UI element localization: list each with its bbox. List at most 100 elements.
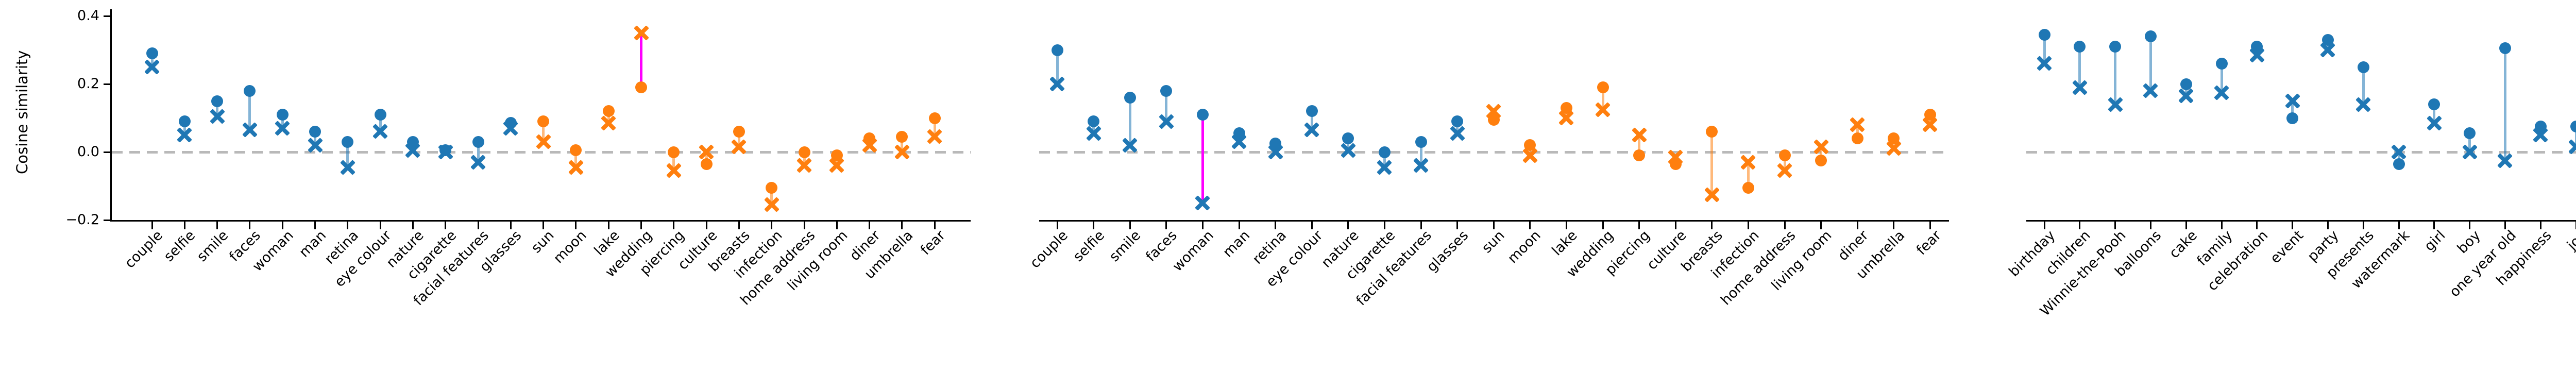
data-point-x — [2496, 152, 2514, 170]
data-point-x — [1885, 140, 1903, 157]
stem-line — [607, 111, 610, 123]
data-point-dot — [1597, 81, 1609, 94]
y-tick — [104, 83, 110, 85]
data-point-x — [2390, 143, 2408, 161]
data-point-dot — [2499, 42, 2511, 55]
data-point-x — [209, 108, 226, 125]
x-tick — [1493, 222, 1495, 229]
stem-line — [1638, 135, 1641, 156]
x-tick — [869, 222, 871, 229]
x-tick — [803, 222, 805, 229]
data-point-dot — [2464, 127, 2476, 140]
data-point-dot — [1196, 108, 1209, 121]
data-point-x — [1376, 159, 1393, 176]
y-tick-label: 0.2 — [77, 76, 99, 92]
data-point-dot — [309, 125, 321, 138]
stem-line — [705, 152, 708, 164]
stem-line — [1419, 142, 1422, 166]
x-tick — [2433, 222, 2435, 229]
x-tick — [1638, 222, 1640, 229]
data-point-x — [1048, 75, 1066, 93]
x-tick — [281, 222, 283, 229]
x-tick-label: sun — [1479, 227, 1508, 257]
data-point-x — [143, 58, 161, 76]
stem-line — [379, 114, 382, 132]
data-point-dot — [1706, 125, 1718, 138]
x-tick — [2504, 222, 2506, 229]
y-tick — [104, 151, 110, 153]
data-point-dot — [668, 146, 680, 158]
data-point-dot — [146, 47, 158, 60]
data-point-x — [2284, 92, 2301, 110]
data-point-x — [1340, 142, 1357, 159]
data-point-x — [1194, 194, 1211, 212]
x-tick — [1347, 222, 1349, 229]
x-tick — [901, 222, 903, 229]
stem-line — [1383, 152, 1386, 167]
x-tick — [249, 222, 251, 229]
x-tick — [1674, 222, 1676, 229]
zero-dashed-line — [112, 151, 971, 154]
data-point-dot — [635, 81, 647, 94]
stem-line — [574, 150, 578, 167]
x-tick — [1275, 222, 1277, 229]
x-tick — [445, 222, 447, 229]
x-tick-label: fear — [918, 227, 949, 259]
data-point-dot — [211, 95, 224, 107]
x-tick — [477, 222, 479, 229]
data-point-x — [1703, 186, 1721, 204]
y-axis-line — [110, 9, 112, 222]
data-point-x — [1921, 116, 1939, 133]
data-point-x — [1449, 125, 1466, 142]
x-tick — [2256, 222, 2258, 229]
data-point-dot — [700, 158, 713, 170]
stem-line — [2184, 84, 2188, 96]
stem-line — [477, 142, 480, 162]
data-point-x — [600, 114, 617, 132]
x-tick — [771, 222, 773, 229]
stem-line — [1820, 147, 1823, 161]
x-tick-label: smile — [193, 227, 231, 265]
x-tick — [1529, 222, 1531, 229]
data-point-dot — [342, 136, 354, 148]
x-tick — [607, 222, 609, 229]
x-tick — [2539, 222, 2541, 229]
data-point-x — [1776, 162, 1793, 179]
zero-dashed-line — [2026, 151, 2576, 154]
stem-line — [901, 137, 904, 152]
stem-line — [1856, 125, 1859, 139]
x-tick-label: joy — [2564, 227, 2576, 254]
data-point-dot — [2286, 112, 2299, 124]
data-point-x — [2248, 46, 2266, 64]
x-tick — [1565, 222, 1567, 229]
data-point-dot — [537, 115, 550, 128]
data-point-dot — [2215, 57, 2228, 70]
data-point-x — [2532, 126, 2549, 144]
x-tick — [183, 222, 185, 229]
data-point-x — [404, 142, 421, 159]
stem-line — [1456, 121, 1459, 133]
data-point-dot — [1088, 115, 1100, 128]
data-point-x — [339, 159, 357, 176]
data-point-x — [371, 123, 389, 140]
x-tick — [1856, 222, 1858, 229]
data-point-dot — [1306, 105, 1318, 117]
x-tick — [412, 222, 414, 229]
data-point-x — [1303, 121, 1320, 139]
data-point-dot — [2180, 78, 2192, 90]
data-point-dot — [374, 108, 386, 121]
x-tick-label: man — [1219, 227, 1253, 261]
stem-line — [803, 152, 806, 166]
data-point-x — [1521, 147, 1539, 164]
stem-line — [2574, 126, 2576, 147]
data-point-dot — [1524, 139, 1536, 151]
x-tick — [836, 222, 838, 229]
x-tick — [2292, 222, 2294, 229]
stem-line — [1056, 50, 1059, 84]
x-tick — [2327, 222, 2329, 229]
data-point-x — [2071, 79, 2089, 96]
stem-line — [1783, 155, 1786, 171]
data-point-dot — [1560, 102, 1572, 114]
data-point-x — [1594, 101, 1612, 119]
x-tick-label: couple — [1027, 227, 1072, 272]
